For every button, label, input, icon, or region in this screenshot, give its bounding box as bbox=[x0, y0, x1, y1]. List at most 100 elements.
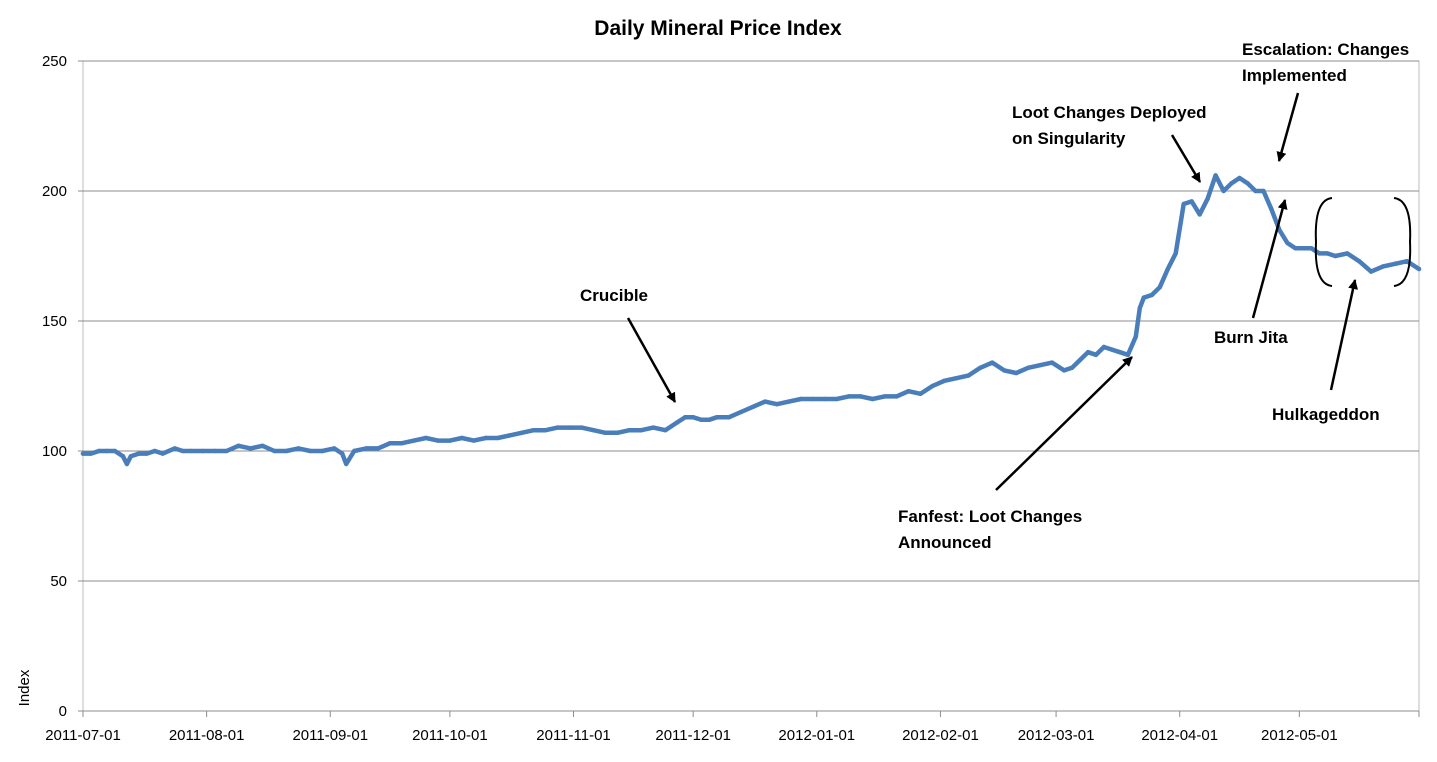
data-point bbox=[894, 394, 899, 399]
annotation-arrow bbox=[1251, 199, 1288, 319]
annotation-text: Loot Changes Deployed bbox=[1012, 103, 1207, 122]
data-point bbox=[1285, 240, 1290, 246]
data-point bbox=[531, 428, 536, 433]
data-point bbox=[1137, 305, 1143, 311]
data-point bbox=[1357, 259, 1362, 264]
data-point bbox=[954, 376, 959, 381]
data-point bbox=[774, 402, 780, 407]
x-tick-label: 2011-10-01 bbox=[412, 727, 488, 744]
data-point bbox=[683, 415, 688, 420]
data-point bbox=[555, 425, 560, 430]
data-point bbox=[308, 448, 313, 454]
data-point bbox=[882, 394, 887, 399]
data-point bbox=[930, 383, 935, 389]
data-point bbox=[447, 438, 453, 443]
y-tick-label: 100 bbox=[42, 443, 67, 460]
data-point bbox=[651, 425, 656, 430]
annotation-text: Implemented bbox=[1242, 66, 1347, 85]
data-point bbox=[615, 430, 620, 435]
data-point bbox=[1133, 334, 1139, 339]
data-point bbox=[172, 446, 177, 451]
data-point bbox=[1077, 357, 1083, 363]
data-point bbox=[1141, 295, 1147, 300]
data-point bbox=[966, 373, 971, 378]
data-point bbox=[1189, 199, 1194, 204]
data-point bbox=[180, 448, 185, 454]
data-point bbox=[411, 438, 417, 443]
annotation-text: Crucible bbox=[580, 286, 648, 305]
data-point bbox=[200, 448, 205, 454]
data-point bbox=[1165, 266, 1171, 272]
data-point bbox=[364, 446, 369, 451]
data-point bbox=[691, 415, 696, 420]
data-point bbox=[340, 451, 345, 456]
data-point bbox=[495, 435, 500, 441]
y-tick-label: 150 bbox=[42, 313, 67, 330]
data-point bbox=[260, 443, 265, 448]
data-point bbox=[990, 360, 995, 365]
data-point bbox=[810, 396, 815, 402]
y-axis-label: Index bbox=[16, 669, 33, 706]
y-tick-label: 200 bbox=[42, 183, 67, 200]
annotation-text: Burn Jita bbox=[1214, 328, 1288, 347]
data-point bbox=[224, 448, 229, 454]
y-tick-label: 0 bbox=[59, 703, 67, 720]
data-point bbox=[128, 454, 134, 459]
data-point bbox=[1317, 251, 1322, 256]
data-point bbox=[1416, 266, 1422, 272]
data-point bbox=[786, 399, 792, 404]
annotation-arrow bbox=[1170, 134, 1202, 183]
data-point bbox=[698, 417, 704, 422]
x-tick-label: 2012-05-01 bbox=[1261, 727, 1338, 744]
data-point bbox=[1345, 251, 1350, 256]
data-point bbox=[1237, 175, 1242, 181]
data-point bbox=[320, 448, 325, 454]
x-tick-label: 2011-09-01 bbox=[292, 727, 368, 744]
data-point bbox=[1002, 368, 1007, 373]
y-tick-label: 50 bbox=[50, 573, 67, 590]
x-tick-label: 2012-04-01 bbox=[1141, 727, 1218, 744]
data-point bbox=[1269, 207, 1274, 212]
data-point bbox=[591, 428, 596, 433]
series-area bbox=[80, 173, 1422, 467]
data-point bbox=[248, 446, 253, 451]
x-tick-label: 2011-07-01 bbox=[45, 727, 121, 744]
data-point bbox=[1404, 259, 1410, 264]
data-point bbox=[1380, 264, 1386, 269]
data-point bbox=[435, 438, 441, 443]
data-point bbox=[144, 451, 149, 456]
annotation-text: Announced bbox=[898, 533, 992, 552]
x-tick-label: 2011-12-01 bbox=[655, 727, 731, 744]
data-point bbox=[675, 420, 680, 425]
data-point bbox=[88, 451, 94, 456]
data-point bbox=[1049, 360, 1055, 365]
data-point bbox=[1014, 370, 1019, 376]
data-point bbox=[870, 396, 875, 402]
data-point bbox=[236, 443, 241, 448]
data-point bbox=[1245, 181, 1250, 186]
data-point bbox=[663, 428, 668, 433]
data-point bbox=[120, 454, 126, 459]
data-point bbox=[104, 448, 110, 454]
data-point bbox=[471, 438, 476, 443]
data-point bbox=[762, 399, 768, 404]
annotation-arrow bbox=[1276, 92, 1300, 162]
data-point bbox=[136, 451, 141, 456]
data-point bbox=[1293, 246, 1298, 251]
data-point bbox=[352, 448, 357, 454]
data-point bbox=[212, 448, 217, 454]
plot-area bbox=[82, 60, 1420, 712]
data-point bbox=[1392, 261, 1398, 266]
data-point bbox=[798, 396, 804, 402]
data-point bbox=[1149, 292, 1155, 298]
data-point bbox=[627, 428, 632, 433]
data-point bbox=[750, 404, 756, 409]
data-point bbox=[423, 435, 429, 441]
y-tick-label: 250 bbox=[42, 53, 67, 70]
data-point bbox=[942, 378, 947, 383]
annotation-arrow bbox=[1329, 279, 1358, 391]
data-point bbox=[1325, 251, 1330, 256]
data-point bbox=[1229, 181, 1234, 186]
